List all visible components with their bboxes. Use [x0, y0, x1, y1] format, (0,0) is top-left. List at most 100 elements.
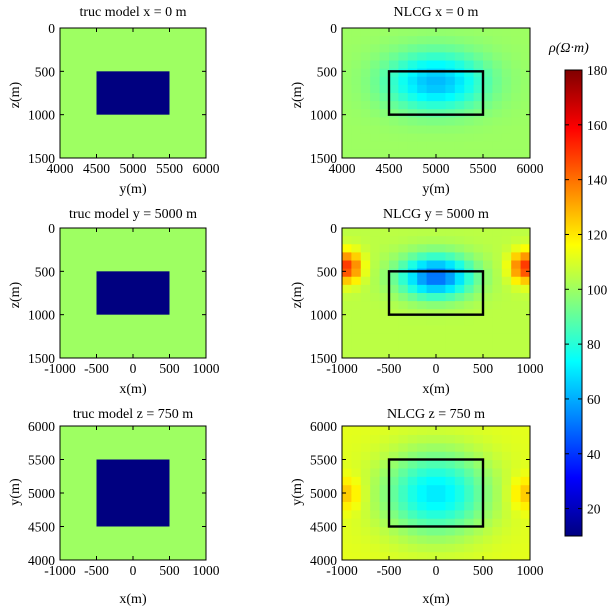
heatmap-cell — [464, 252, 475, 262]
heatmap-cell — [351, 501, 362, 511]
heatmap-cell — [483, 459, 493, 469]
heatmap-cell — [426, 76, 437, 86]
x-tick-label: 0 — [130, 361, 137, 376]
heatmap-cell — [417, 301, 428, 310]
heatmap-cell — [360, 442, 371, 452]
heatmap-cell — [445, 493, 456, 502]
heatmap-cell — [492, 476, 503, 486]
heatmap-cell — [351, 133, 362, 143]
heatmap-cell — [407, 426, 418, 435]
heatmap-cell — [351, 509, 362, 519]
heatmap-cell — [417, 317, 428, 327]
heatmap-cell — [407, 133, 418, 143]
heatmap-cell — [342, 68, 352, 78]
heatmap-cell — [342, 244, 352, 253]
heatmap-cell — [445, 476, 456, 486]
heatmap-cell — [370, 493, 381, 502]
heatmap-cell — [473, 459, 484, 469]
y-tick-label: 0 — [48, 221, 55, 236]
heatmap-cell — [342, 451, 352, 461]
heatmap-cell — [454, 236, 465, 245]
heatmap-cell — [398, 133, 409, 143]
heatmap-cell — [501, 36, 512, 45]
heatmap-cell — [360, 44, 371, 53]
heatmap-cell — [379, 317, 390, 327]
heatmap-cell — [445, 36, 456, 45]
heatmap-cell — [445, 442, 456, 452]
heatmap-cell — [342, 228, 352, 237]
heatmap-cell — [483, 317, 493, 327]
heatmap-cell — [360, 434, 371, 444]
heatmap-cell — [342, 349, 352, 358]
heatmap-cell — [398, 333, 409, 343]
heatmap-cell — [436, 333, 446, 343]
heatmap-cell — [492, 268, 503, 278]
heatmap-cell — [426, 117, 437, 127]
x-tick-label: 0 — [130, 563, 137, 578]
heatmap-cell — [511, 333, 522, 343]
heatmap-cell — [454, 84, 465, 94]
x-tick-label: -500 — [84, 361, 109, 376]
heatmap-cell — [436, 52, 446, 62]
heatmap-cell — [492, 84, 503, 94]
heatmap-cell — [501, 28, 512, 37]
heatmap-cell — [454, 133, 465, 143]
heatmap-cell — [342, 28, 352, 37]
x-tick-label: 6000 — [517, 161, 544, 176]
heatmap-cell — [464, 76, 475, 86]
heatmap-cell — [407, 526, 418, 536]
heatmap-cell — [454, 476, 465, 486]
heatmap-cell — [342, 501, 352, 511]
heatmap-cell — [501, 518, 512, 528]
heatmap-cell — [483, 426, 493, 435]
heatmap-cell — [417, 293, 428, 302]
heatmap-cell — [426, 325, 437, 335]
heatmap-cell — [342, 276, 352, 286]
heatmap-cell — [426, 518, 437, 528]
heatmap-cell — [351, 476, 362, 486]
heatmap-cell — [492, 459, 503, 469]
heatmap-cell — [445, 52, 456, 62]
heatmap-cell — [454, 125, 465, 135]
heatmap-cell — [501, 236, 512, 245]
heatmap-cell — [454, 442, 465, 452]
heatmap-cell — [473, 76, 484, 86]
heatmap-cell — [426, 451, 437, 461]
heatmap-cell — [351, 68, 362, 78]
heatmap-cell — [407, 493, 418, 502]
x-tick-label: 4000 — [47, 161, 74, 176]
heatmap-cell — [351, 149, 362, 158]
heatmap-cell — [342, 484, 352, 494]
heatmap-cell — [454, 484, 465, 494]
heatmap-cell — [389, 349, 399, 358]
heatmap-cell — [473, 341, 484, 351]
heatmap-cell — [464, 484, 475, 494]
heatmap-cell — [417, 117, 428, 127]
heatmap-cell — [370, 484, 381, 494]
heatmap-cell — [360, 309, 371, 318]
heatmap-cell — [360, 236, 371, 245]
heatmap-cell — [511, 84, 522, 94]
heatmap-cell — [501, 493, 512, 502]
heatmap-cell — [445, 551, 456, 560]
heatmap-cell — [360, 93, 371, 102]
heatmap-cell — [445, 260, 456, 270]
plot-area — [342, 28, 530, 158]
heatmap-cell — [351, 349, 362, 358]
heatmap-cell — [426, 252, 437, 262]
heatmap-cell — [398, 349, 409, 358]
heatmap-cell — [501, 509, 512, 519]
heatmap-cell — [379, 68, 390, 78]
heatmap-cell — [379, 236, 390, 245]
colorbar-gradient — [564, 69, 583, 537]
heatmap-cell — [417, 493, 428, 502]
heatmap-cell — [351, 125, 362, 135]
heatmap-cell — [342, 526, 352, 536]
heatmap-cell — [436, 76, 446, 86]
heatmap-cell — [426, 276, 437, 286]
heatmap-cell — [389, 534, 399, 544]
heatmap-cell — [473, 228, 484, 237]
heatmap-cell — [520, 260, 530, 270]
heatmap-cell — [445, 509, 456, 519]
heatmap-cell — [454, 149, 465, 158]
